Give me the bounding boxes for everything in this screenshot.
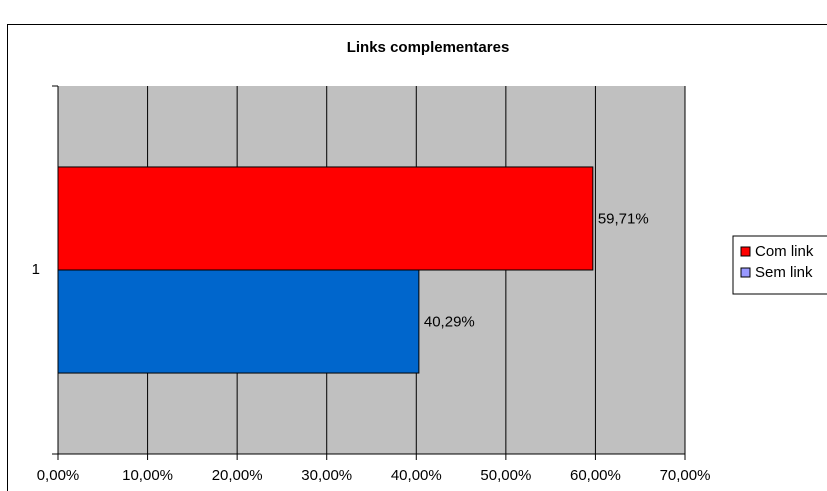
x-tick-label: 10,00% [122, 467, 173, 484]
x-tick-label: 40,00% [391, 467, 442, 484]
legend-swatch [740, 246, 751, 257]
legend: Com link Sem link [732, 235, 827, 295]
x-tick-label: 0,00% [37, 467, 80, 484]
legend-label: Com link [755, 243, 814, 260]
bar-com-link [57, 166, 594, 271]
x-tick-label: 60,00% [570, 467, 621, 484]
plot-area: 0,00% 10,00% 20,00% 30,00% 40,00% 50,00% 60,00… [32, 85, 711, 484]
chart-title: Links complementares [347, 39, 510, 56]
bar-sem-link [57, 269, 420, 374]
x-tick-label: 30,00% [301, 467, 352, 484]
category-label: 1 [32, 261, 40, 278]
x-tick-label: 70,00% [660, 467, 711, 484]
x-tick-label: 50,00% [480, 467, 531, 484]
data-label: 40,29% [424, 314, 475, 331]
legend-swatch [740, 267, 751, 278]
legend-label: Sem link [755, 264, 813, 281]
x-tick-label: 20,00% [212, 467, 263, 484]
data-label: 59,71% [598, 210, 649, 227]
legend-box [732, 235, 827, 295]
